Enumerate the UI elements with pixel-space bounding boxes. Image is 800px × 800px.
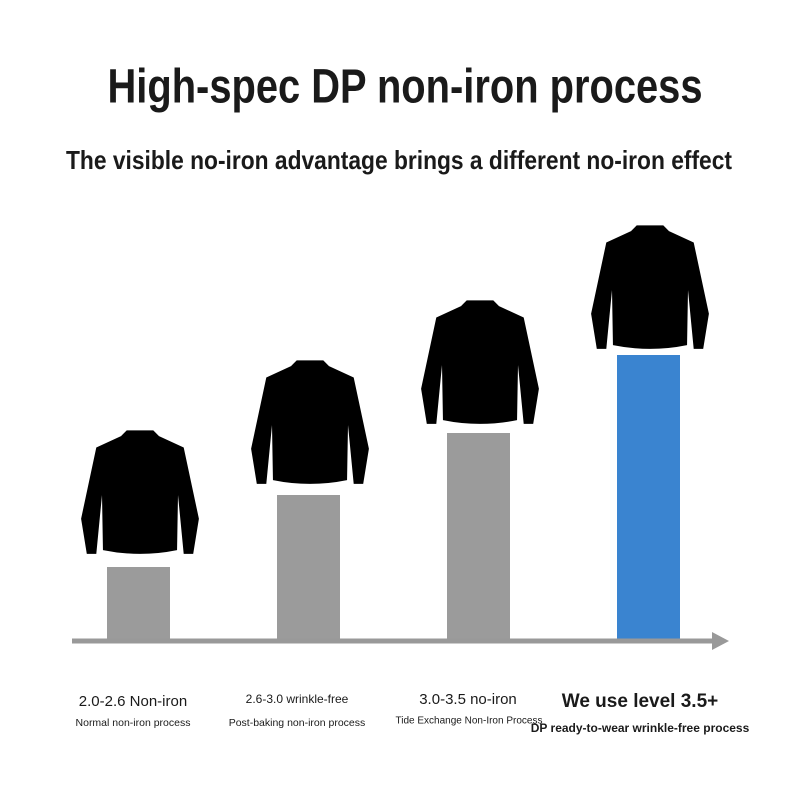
level-sublabel: Normal non-iron process: [76, 717, 191, 729]
bar: [107, 567, 170, 641]
title: High-spec DP non-iron process: [108, 61, 703, 114]
bar: [277, 495, 340, 641]
level-sublabel: Post-baking non-iron process: [229, 717, 366, 729]
level-sublabel-highlight: DP ready-to-wear wrinkle-free process: [531, 721, 750, 735]
level-label-highlight: We use level 3.5+: [562, 691, 719, 712]
level-label: 2.0-2.6 Non-iron: [79, 693, 187, 710]
level-label: 2.6-3.0 wrinkle-free: [246, 692, 349, 706]
level-label: 3.0-3.5 no-iron: [419, 691, 517, 708]
axis-arrow: [712, 632, 729, 650]
level-sublabel: Tide Exchange Non-Iron Process: [396, 716, 543, 727]
bar-highlight: [617, 355, 680, 641]
bar: [447, 433, 510, 641]
subtitle: The visible no-iron advantage brings a d…: [66, 145, 732, 175]
